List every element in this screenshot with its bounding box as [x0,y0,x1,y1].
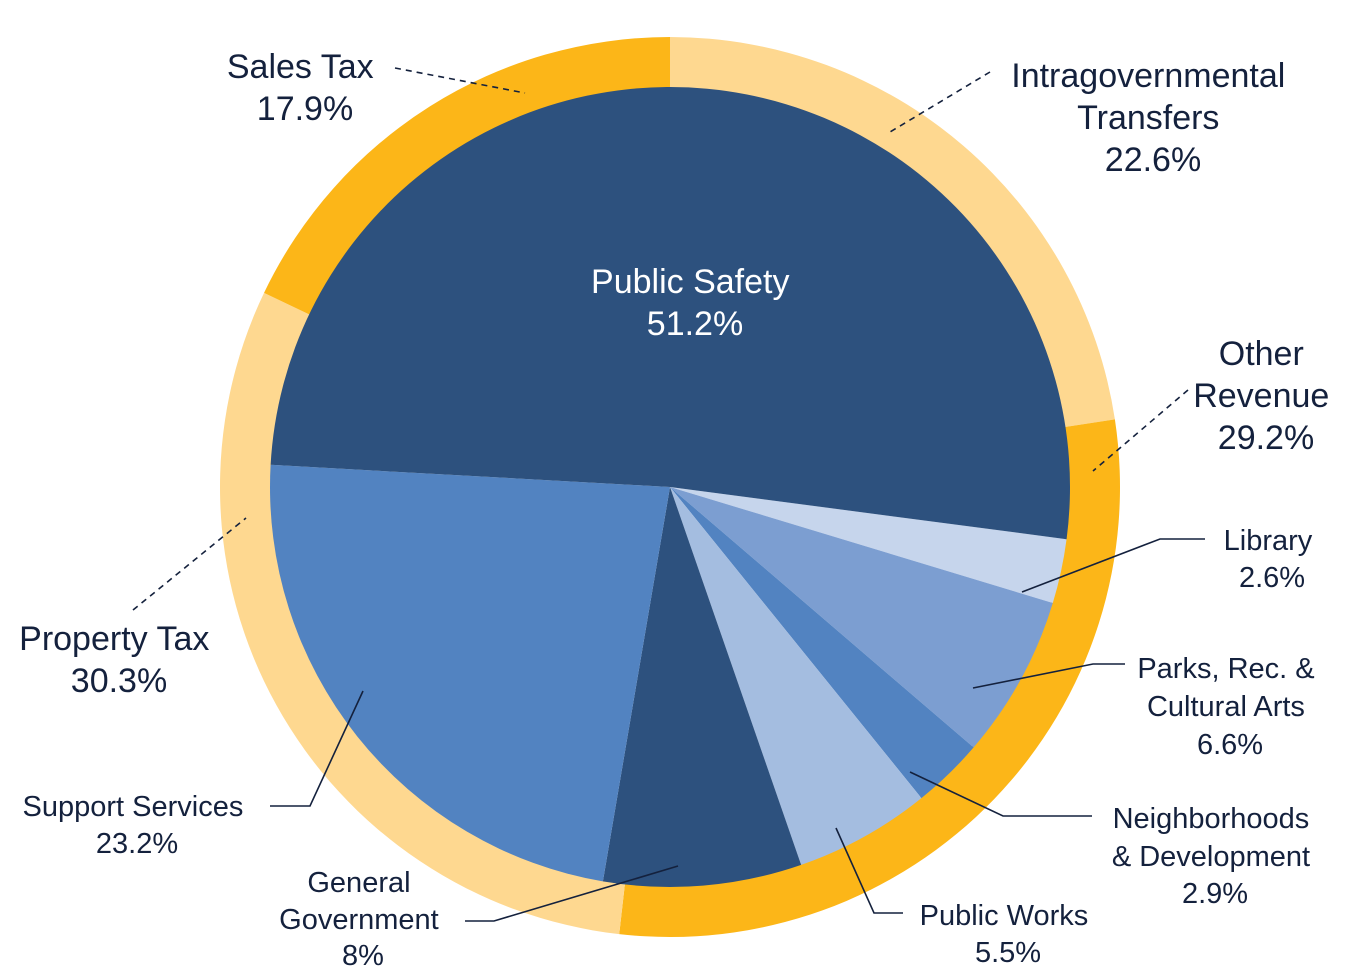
expense-slice-public-works [670,487,922,865]
label-neighborhoods: Neighborhoods & Development 2.9% [1112,803,1318,910]
label-sales-tax-name: Sales Tax [227,48,374,86]
leader-general-government [465,865,679,922]
leader-support-services [270,690,364,807]
expense-slice-public-safety [270,87,1070,540]
label-intragov-value: 22.6% [1105,141,1201,179]
revenue-slice-property-tax [219,292,626,935]
label-other-revenue-line2: Revenue [1193,377,1329,415]
label-neighborhoods-line1: Neighborhoods [1113,803,1310,835]
expense-pie [270,87,1070,887]
label-neighborhoods-line2: & Development [1112,841,1310,873]
label-general-government-value: 8% [342,940,384,972]
leader-public-works [835,827,903,914]
leader-other-revenue [1092,389,1189,472]
label-library: Library 2.6% [1224,525,1321,594]
leader-lines [132,67,1205,922]
expense-slice-library [670,487,1067,604]
leader-parks [972,663,1125,689]
label-property-tax-value: 30.3% [71,662,167,700]
leader-sales-tax [394,67,526,94]
label-other-revenue-line1: Other [1219,335,1304,373]
label-public-works-name: Public Works [920,900,1089,932]
label-other-revenue: Other Revenue 29.2% [1193,335,1339,457]
label-public-works: Public Works 5.5% [920,900,1097,969]
label-parks-line1: Parks, Rec. & [1137,653,1314,685]
label-parks-line2: Cultural Arts [1147,691,1305,723]
label-public-works-value: 5.5% [975,937,1041,969]
label-public-safety: Public Safety 51.2% [591,263,799,343]
expense-slice-general-government [602,487,802,887]
revenue-slice-sales-tax [264,37,670,316]
label-public-safety-value: 51.2% [647,305,743,343]
leader-library [1021,538,1205,593]
label-support-services-name: Support Services [23,791,244,823]
label-general-government-line2: Government [279,904,439,936]
label-general-government-line1: General [307,867,410,899]
label-library-name: Library [1224,525,1313,557]
revenue-slice-intragovernmental-transfers [670,37,1115,428]
label-public-safety-name: Public Safety [591,263,789,301]
label-other-revenue-value: 29.2% [1218,419,1314,457]
label-parks-value: 6.6% [1197,729,1263,761]
label-property-tax-name: Property Tax [19,620,209,658]
label-neighborhoods-value: 2.9% [1182,878,1248,910]
label-support-services: Support Services 23.2% [23,791,252,860]
expense-slice-neighborhoods-development [670,487,974,799]
label-property-tax: Property Tax 30.3% [19,620,219,700]
expense-slice-parks-rec-cultural-arts [670,487,1053,748]
label-intragov-line1: Intragovernmental [1011,57,1285,95]
label-support-services-value: 23.2% [96,828,178,860]
label-library-value: 2.6% [1239,562,1305,594]
label-parks: Parks, Rec. & Cultural Arts 6.6% [1137,653,1322,761]
expense-slice-support-services [270,464,670,882]
label-general-government: General Government 8% [279,867,447,972]
labels: Sales Tax 17.9% Intragovernmental Transf… [19,48,1339,972]
label-sales-tax-value: 17.9% [257,90,353,128]
label-intragov: Intragovernmental Transfers 22.6% [1011,57,1295,179]
leader-property-tax [132,517,247,611]
leader-intragov [889,71,991,133]
label-sales-tax: Sales Tax 17.9% [227,48,383,128]
leader-neighborhoods [909,771,1092,817]
label-intragov-line2: Transfers [1077,99,1219,137]
